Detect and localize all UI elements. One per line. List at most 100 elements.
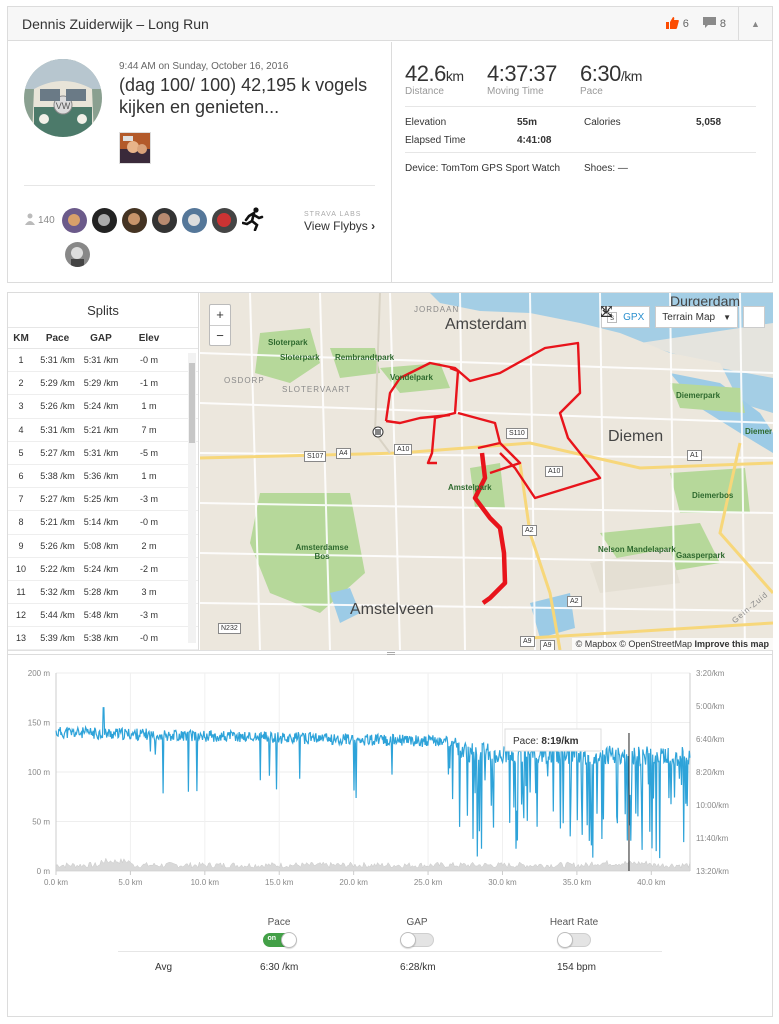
athlete-avatar-small[interactable] [121, 208, 147, 233]
map-label: Sloterpark [268, 338, 308, 347]
split-elev: -0 m [140, 355, 158, 366]
x-tick-label: 5.0 km [118, 878, 142, 887]
split-pace: 5:27 /km [40, 494, 75, 505]
road-label: A2 [567, 596, 582, 607]
split-elev: -0 m [140, 633, 158, 644]
resize-handle[interactable] [8, 650, 772, 655]
split-row[interactable]: 3 5:26 /km 5:24 /km 1 m [8, 395, 198, 419]
switch-on-text: on [267, 935, 277, 942]
split-elev: 1 m [141, 471, 157, 482]
split-row[interactable]: 9 5:26 /km 5:08 /km 2 m [8, 535, 198, 558]
road-label: A10 [545, 466, 564, 477]
athlete-avatar-small[interactable] [181, 208, 207, 233]
elevation-value: 55m [517, 117, 538, 128]
toggle-gap[interactable]: GAP [377, 917, 457, 948]
achievements-row: 140 [24, 207, 264, 234]
avg-label: Avg [155, 962, 173, 973]
road-label: N232 [218, 623, 241, 634]
shoes-info: Shoes: — [584, 163, 628, 174]
activity-photo[interactable] [119, 132, 151, 164]
gpx-download-button[interactable]: s GPX [601, 306, 651, 328]
zoom-control: + − [209, 304, 231, 346]
x-tick-label: 15.0 km [265, 878, 294, 887]
y2-tick-label: 13:20/km [696, 867, 729, 876]
split-gap: 5:24 /km [83, 401, 119, 412]
split-row[interactable]: 8 5:21 /km 5:14 /km -0 m [8, 511, 198, 535]
splits-table[interactable]: 1 5:31 /km 5:31 /km -0 m 2 5:29 /km 5:29 /km -1… [8, 349, 198, 650]
athlete-avatar[interactable]: VW [24, 59, 102, 137]
zoom-out-button[interactable]: − [210, 325, 230, 345]
gap-switch[interactable] [399, 932, 434, 948]
split-row[interactable]: 6 5:38 /km 5:36 /km 1 m [8, 465, 198, 489]
map-style-select[interactable]: Terrain Map ▼ [655, 306, 738, 328]
activity-date: 9:44 AM on Sunday, October 16, 2016 [119, 61, 289, 72]
gpx-label: GPX [623, 311, 645, 323]
splits-scrollbar[interactable] [188, 353, 196, 643]
map-label: Diemen [608, 428, 664, 445]
elevation-pace-chart[interactable]: 200 m 150 m 100 m 50 m 0 m 3:20/km 5:00/km 6:40… [8, 655, 772, 905]
header-actions: 6 8 ▲ [665, 7, 772, 41]
split-row[interactable]: 4 5:31 /km 5:21 /km 7 m [8, 419, 198, 442]
pace-switch[interactable]: on [262, 932, 297, 948]
achievements-count[interactable]: 140 [24, 213, 55, 228]
y2-tick-label: 11:40/km [696, 834, 729, 843]
split-row[interactable]: 10 5:22 /km 5:24 /km -2 m [8, 558, 198, 581]
splits-title: Splits [87, 303, 119, 318]
y2-tick-label: 8:20/km [696, 768, 725, 777]
split-row[interactable]: 12 5:44 /km 5:48 /km -3 m [8, 604, 198, 628]
y2-tick-label: 6:40/km [696, 735, 725, 744]
split-elev: -0 m [140, 517, 158, 528]
split-pace: 5:39 /km [40, 633, 75, 644]
athlete-avatar-small[interactable] [91, 208, 117, 233]
elevation-label: Elevation [405, 117, 447, 128]
split-pace: 5:29 /km [40, 378, 75, 389]
split-km: 7 [18, 494, 24, 505]
col-gap: GAP [90, 332, 112, 344]
split-row[interactable]: 11 5:32 /km 5:28 /km 3 m [8, 581, 198, 605]
heart-rate-switch[interactable] [556, 932, 591, 948]
athlete-avatar-small[interactable] [211, 208, 237, 233]
split-row[interactable]: 1 5:31 /km 5:31 /km -0 m [8, 349, 198, 373]
kudos-button[interactable]: 6 [665, 16, 689, 32]
split-row[interactable]: 13 5:39 /km 5:38 /km -0 m [8, 627, 198, 650]
split-km: 1 [18, 355, 24, 366]
split-km: 3 [18, 401, 24, 412]
split-elev: 3 m [141, 586, 157, 597]
collapse-button[interactable]: ▲ [738, 7, 772, 41]
route-map[interactable]: Amsterdam Amstelveen Diemen Durgerdam JO… [200, 293, 773, 650]
split-elev: -3 m [140, 610, 158, 621]
avg-pace: 6:30 /km [260, 962, 299, 973]
y-tick-label: 200 m [28, 669, 51, 678]
map-label: Amsterdamse Bos [295, 543, 349, 561]
calories-label: Calories [584, 117, 621, 128]
stat-pace: 6:30/km Pace [580, 61, 642, 97]
activity-title: Dennis Zuiderwijk – Long Run [22, 16, 209, 32]
mapbox-link[interactable]: © Mapbox [575, 639, 617, 649]
split-row[interactable]: 7 5:27 /km 5:25 /km -3 m [8, 488, 198, 512]
activity-summary-card: Dennis Zuiderwijk – Long Run 6 8 ▲ [7, 6, 773, 283]
fullscreen-button[interactable] [601, 306, 765, 328]
split-row[interactable]: 5 5:27 /km 5:31 /km -5 m [8, 442, 198, 465]
toggle-heart-rate[interactable]: Heart Rate [534, 917, 614, 948]
toggle-pace[interactable]: Pace on [239, 917, 319, 948]
flyby-link[interactable]: STRAVA LABS View Flybys › [304, 211, 375, 233]
athlete-avatar-small[interactable] [151, 208, 177, 233]
athlete-avatar-small[interactable] [65, 242, 90, 267]
map-label: Durgerdam [670, 293, 741, 309]
divider [405, 106, 756, 107]
x-tick-label: 30.0 km [488, 878, 517, 887]
split-km: 2 [18, 378, 24, 389]
comments-button[interactable]: 8 [702, 17, 726, 31]
split-km: 4 [18, 424, 24, 435]
zoom-in-button[interactable]: + [216, 307, 224, 322]
achievement-icon [24, 213, 36, 228]
map-label: Amstelpark [448, 483, 492, 492]
map-label: Sloterpark [280, 353, 320, 362]
athlete-avatar-small[interactable] [61, 208, 87, 233]
map-label: OSDORP [224, 376, 265, 385]
osm-link[interactable]: © OpenStreetMap [619, 639, 692, 649]
scrollbar-thumb[interactable] [189, 363, 195, 443]
tooltip-box [504, 728, 602, 752]
split-row[interactable]: 2 5:29 /km 5:29 /km -1 m [8, 372, 198, 396]
improve-map-link[interactable]: Improve this map [694, 639, 769, 649]
